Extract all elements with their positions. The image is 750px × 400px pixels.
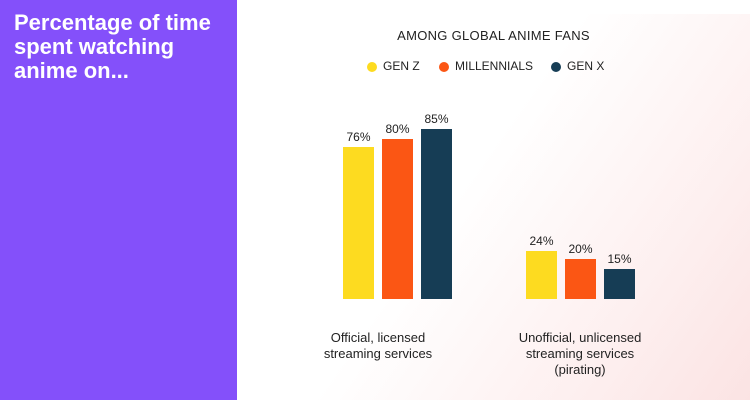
legend-label-millennials: MILLENNIALS bbox=[455, 59, 534, 73]
category-label-official: Official, licensed streaming services bbox=[278, 330, 478, 362]
legend-swatch-gen-x bbox=[551, 62, 561, 72]
bar-millennials-unofficial bbox=[565, 259, 596, 299]
data-label-gen-z-unofficial: 24% bbox=[529, 234, 553, 248]
chart-panel: AMONG GLOBAL ANIME FANS GEN Z MILLENNIAL… bbox=[237, 0, 750, 400]
sidebar-panel: Percentage of time spent watching anime … bbox=[0, 0, 237, 400]
category-label-line: Official, licensed bbox=[330, 330, 426, 345]
data-label-millennials-official: 80% bbox=[385, 122, 409, 136]
category-label-line: streaming services bbox=[323, 346, 433, 361]
bar-gen-z-unofficial bbox=[526, 251, 557, 299]
bar-gen-x-unofficial bbox=[604, 269, 635, 299]
bar-millennials-official bbox=[382, 139, 413, 299]
data-label-gen-x-official: 85% bbox=[424, 112, 448, 126]
bar-gen-z-official bbox=[343, 147, 374, 299]
bar-chart: 76% 80% 85% 24% 20% 15% bbox=[343, 112, 635, 299]
category-label-line: Unofficial, unlicensed bbox=[518, 330, 642, 345]
data-label-millennials-unofficial: 20% bbox=[568, 242, 592, 256]
data-label-gen-x-unofficial: 15% bbox=[607, 252, 631, 266]
bar-gen-x-official bbox=[421, 129, 452, 299]
legend-swatch-gen-z bbox=[367, 62, 377, 72]
legend-swatch-millennials bbox=[439, 62, 449, 72]
legend-label-gen-z: GEN Z bbox=[383, 59, 420, 73]
legend-label-gen-x: GEN X bbox=[567, 59, 605, 73]
chart-title: AMONG GLOBAL ANIME FANS bbox=[397, 28, 590, 43]
category-label-line: (pirating) bbox=[554, 362, 606, 377]
category-label-unofficial: Unofficial, unlicensed streaming services… bbox=[480, 330, 680, 378]
sidebar-title: Percentage of time spent watching anime … bbox=[14, 10, 211, 83]
data-label-gen-z-official: 76% bbox=[346, 130, 370, 144]
panel-top-edge bbox=[237, 0, 750, 14]
category-label-line: streaming services bbox=[525, 346, 635, 361]
